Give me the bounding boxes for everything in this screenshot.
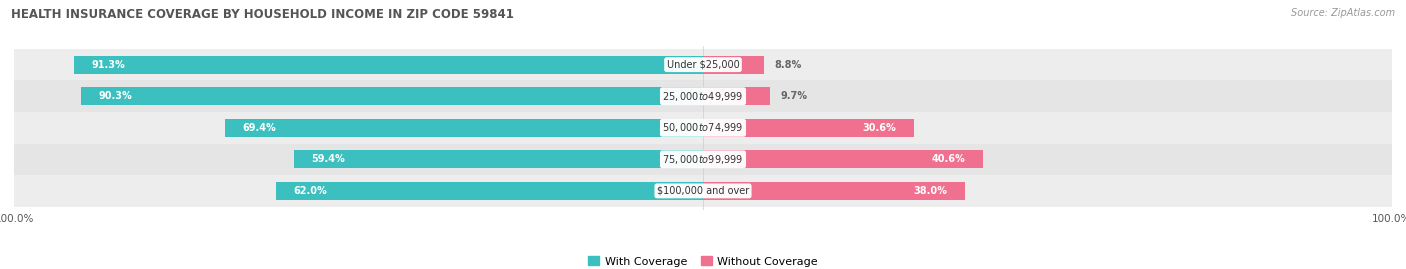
Bar [14, 80, 1392, 112]
Bar [703, 150, 983, 168]
Text: Source: ZipAtlas.com: Source: ZipAtlas.com [1291, 8, 1395, 18]
Text: 90.3%: 90.3% [98, 91, 132, 101]
Text: $50,000 to $74,999: $50,000 to $74,999 [662, 121, 744, 134]
Text: Under $25,000: Under $25,000 [666, 60, 740, 70]
Bar [294, 150, 703, 168]
Text: 91.3%: 91.3% [91, 60, 125, 70]
Bar [276, 182, 703, 200]
Bar [225, 119, 703, 137]
Bar [703, 182, 965, 200]
Text: HEALTH INSURANCE COVERAGE BY HOUSEHOLD INCOME IN ZIP CODE 59841: HEALTH INSURANCE COVERAGE BY HOUSEHOLD I… [11, 8, 515, 21]
Text: $25,000 to $49,999: $25,000 to $49,999 [662, 90, 744, 103]
Text: 9.7%: 9.7% [780, 91, 807, 101]
Bar [75, 55, 703, 74]
Text: $75,000 to $99,999: $75,000 to $99,999 [662, 153, 744, 166]
Bar [14, 144, 1392, 175]
Text: 8.8%: 8.8% [773, 60, 801, 70]
Bar [14, 175, 1392, 207]
Text: 59.4%: 59.4% [311, 154, 344, 164]
Text: 38.0%: 38.0% [914, 186, 948, 196]
Text: $100,000 and over: $100,000 and over [657, 186, 749, 196]
Bar [703, 87, 770, 105]
Bar [14, 112, 1392, 144]
Text: 62.0%: 62.0% [292, 186, 326, 196]
Bar [703, 119, 914, 137]
Text: 30.6%: 30.6% [863, 123, 897, 133]
Text: 69.4%: 69.4% [242, 123, 276, 133]
Bar [703, 55, 763, 74]
Bar [82, 87, 703, 105]
Legend: With Coverage, Without Coverage: With Coverage, Without Coverage [588, 256, 818, 267]
Text: 40.6%: 40.6% [932, 154, 966, 164]
Bar [14, 49, 1392, 80]
